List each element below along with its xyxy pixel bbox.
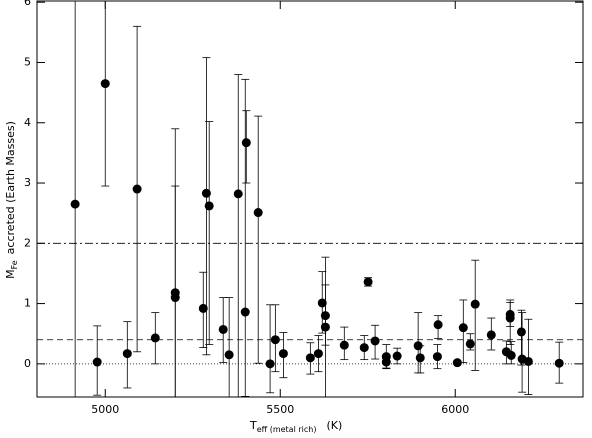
data-point [100,79,110,89]
data-point [339,340,349,350]
y-tick-label: 1 [24,297,31,310]
data-point [506,350,516,360]
data-point [432,352,442,362]
data-point [415,353,425,363]
data-point [392,351,402,361]
data-point [233,189,243,199]
y-tick-label: 5 [24,55,31,68]
plot-area [37,1,583,397]
data-point [241,138,251,148]
x-title-unit: (K) [326,419,342,432]
data-point [554,358,564,368]
data-point [170,293,180,303]
data-point [253,208,263,218]
data-point [313,349,323,359]
data-point [270,335,280,345]
data-point [505,309,515,319]
data-point [320,322,330,332]
x-axis-title: Teff (metal rich) (K) [249,419,342,434]
data-point [370,336,380,346]
data-point [224,350,234,360]
data-point [265,359,275,369]
data-point [381,357,391,367]
data-point [240,307,250,317]
y-tick-label: 0 [24,357,31,370]
data-point [204,201,214,211]
data-point [452,358,462,368]
data-point [218,324,228,334]
data-point [278,349,288,359]
data-point [122,349,132,359]
x-tick-label: 5500 [266,403,294,416]
data-point [486,330,496,340]
data-point [70,199,80,209]
y-title-rest: accreted (Earth Masses) [4,121,17,254]
y-axis-title: MFe accreted (Earth Masses) [4,121,19,279]
data-point [150,333,160,343]
y-tick-label: 4 [24,116,31,129]
y-title-main: M [4,269,17,279]
axes: 0 1 2 3 4 5 6 5000 5500 6000 [24,0,583,416]
x-tick-label: 6000 [441,403,469,416]
data-point [363,277,373,287]
x-title-main: T [249,419,257,432]
data-point [317,298,327,308]
data-point [523,356,533,366]
x-tick-label: 5000 [91,403,119,416]
y-title-sub: Fe [10,260,19,269]
plot-frame [36,0,584,398]
data-point [305,353,315,363]
data-point [92,357,102,367]
y-tick-label: 6 [24,0,31,8]
data-point [516,327,526,337]
data-point [132,184,142,194]
data-point [458,323,468,333]
data-point [433,320,443,330]
data-point [198,303,208,313]
data-point [359,343,369,353]
x-title-sub: eff (metal rich) [257,425,317,434]
y-tick-label: 2 [24,236,31,249]
data-point [470,299,480,309]
data-point [465,339,475,349]
y-tick-label: 3 [24,176,31,189]
data-point [201,188,211,198]
